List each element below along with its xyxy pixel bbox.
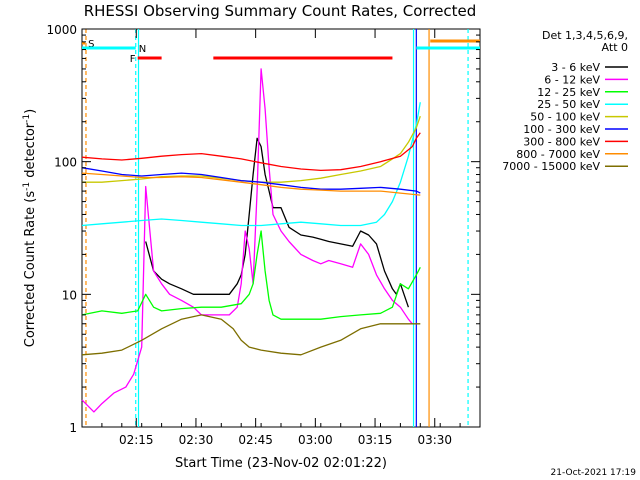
x-tick-label-02-15: 02:15 — [119, 433, 154, 447]
legend-label-12-25-kev: 12 - 25 keV — [537, 86, 600, 99]
flag-bars: S NF — [82, 39, 480, 65]
y-axis: 1 10 100 1000 — [46, 23, 480, 435]
series-line-50-100-kev — [82, 115, 421, 183]
x-tick-label-02-30: 02:30 — [179, 433, 214, 447]
x-tick-label-03-15: 03:15 — [358, 433, 393, 447]
event-lines — [85, 29, 469, 427]
legend-header-line-2: Att 0 — [602, 41, 628, 54]
x-tick-label-03-30: 03:30 — [417, 433, 452, 447]
series-line-6-12-kev — [81, 68, 413, 413]
flag-label-s: S — [88, 39, 94, 50]
series-lines — [81, 68, 421, 413]
legend-header-line-1: Det 1,3,4,5,6,9, — [542, 29, 628, 42]
x-axis: 02:15 02:30 02:45 03:00 03:15 03:30 — [81, 29, 481, 447]
y-tick-label-1000: 1000 — [46, 23, 77, 37]
x-tick-label-02-45: 02:45 — [238, 433, 273, 447]
series-line-25-50-kev — [81, 102, 421, 227]
plot-area: S NF — [81, 28, 481, 428]
legend-label-7000-15000-kev: 7000 - 15000 keV — [502, 160, 600, 173]
legend-label-3-6-kev: 3 - 6 keV — [551, 61, 600, 74]
y-tick-label-10: 10 — [62, 288, 77, 302]
series-line-100-300-kev — [81, 167, 421, 194]
y-axis-label: Corrected Count Rate (s-1 detector-1) — [22, 109, 38, 347]
series-line-3-6-kev — [145, 137, 410, 308]
timestamp: 21-Oct-2021 17:19 — [551, 468, 637, 478]
series-line-7000-15000-kev — [81, 314, 421, 356]
legend-label-300-800-kev: 300 - 800 keV — [523, 135, 600, 148]
x-tick-label-03-00: 03:00 — [298, 433, 333, 447]
series-line-12-25-kev — [81, 230, 421, 320]
legend-label-800-7000-kev: 800 - 7000 keV — [516, 148, 600, 161]
series-line-800-7000-kev — [81, 172, 421, 196]
series-line-300-800-kev — [81, 132, 421, 172]
legend-label-50-100-kev: 50 - 100 keV — [530, 111, 600, 124]
x-axis-label: Start Time (23-Nov-02 02:01:22) — [175, 456, 387, 471]
flag-label-f: F — [130, 54, 136, 65]
legend-label-25-50-kev: 25 - 50 keV — [537, 98, 600, 111]
flag-label-n: N — [139, 44, 146, 55]
y-tick-label-1: 1 — [69, 421, 77, 435]
plot-frame — [81, 28, 481, 428]
chart-title: RHESSI Observing Summary Count Rates, Co… — [84, 2, 477, 20]
legend-label-6-12-kev: 6 - 12 keV — [544, 73, 600, 86]
legend-label-100-300-kev: 100 - 300 keV — [523, 123, 600, 136]
y-tick-label-100: 100 — [54, 156, 77, 170]
